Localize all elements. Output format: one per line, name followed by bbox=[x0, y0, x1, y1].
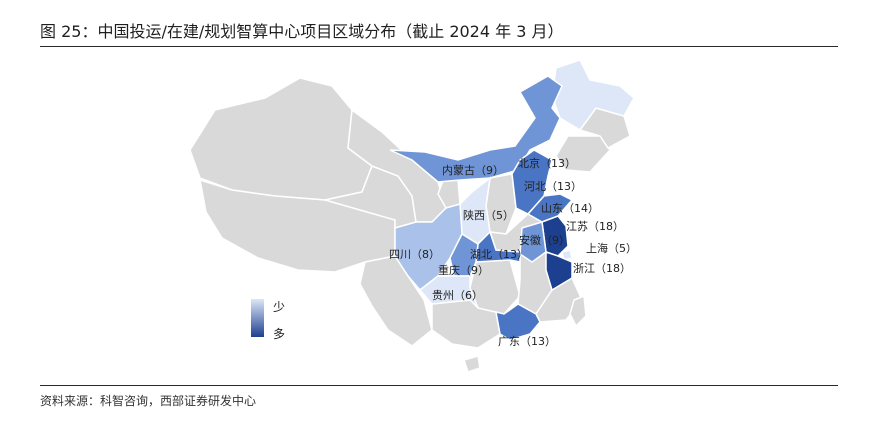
label-neimenggu: 内蒙古（9） bbox=[442, 163, 504, 177]
legend-color-bar bbox=[251, 299, 264, 337]
legend-high-label: 多 bbox=[273, 327, 285, 341]
region-guangdong bbox=[495, 303, 541, 341]
label-jiangsu: 江苏（18） bbox=[566, 220, 624, 233]
region-neimenggu bbox=[389, 75, 563, 183]
label-shaanxi: 陕西（5） bbox=[463, 208, 514, 222]
region-guizhou bbox=[418, 275, 479, 309]
label-shandong: 山东（14） bbox=[541, 202, 599, 215]
region-xinjiang bbox=[189, 77, 373, 201]
label-guizhou: 贵州（6） bbox=[432, 289, 483, 302]
label-chongqing: 重庆（9） bbox=[438, 263, 489, 277]
label-zhejiang: 浙江（18） bbox=[573, 262, 631, 275]
label-guangdong: 广东（13） bbox=[498, 335, 556, 348]
label-shanghai: 上海（5） bbox=[586, 241, 637, 255]
region-taiwan bbox=[569, 294, 587, 328]
region-heilongjiang bbox=[551, 59, 635, 131]
region-hainan bbox=[463, 355, 481, 373]
region-hubei bbox=[475, 230, 521, 263]
region-anhui bbox=[519, 221, 547, 263]
title-rule bbox=[40, 46, 838, 47]
label-anhui: 安徽（9） bbox=[519, 233, 570, 247]
region-zhejiang bbox=[545, 250, 573, 292]
label-hubei: 湖北（13） bbox=[470, 248, 528, 261]
label-hebei: 河北（13） bbox=[524, 180, 582, 193]
label-beijing: 北京（13） bbox=[518, 156, 576, 170]
region-shanxi bbox=[485, 173, 517, 235]
label-sichuan: 四川（8） bbox=[389, 248, 440, 261]
figure-source: 资料来源：科智咨询，西部证券研发中心 bbox=[40, 394, 257, 408]
figure-title: 图 25：中国投运/在建/规划智算中心项目区域分布（截止 2024 年 3 月） bbox=[40, 22, 564, 41]
region-shanghai bbox=[561, 249, 573, 261]
source-rule bbox=[40, 385, 838, 386]
legend-low-label: 少 bbox=[273, 300, 285, 314]
